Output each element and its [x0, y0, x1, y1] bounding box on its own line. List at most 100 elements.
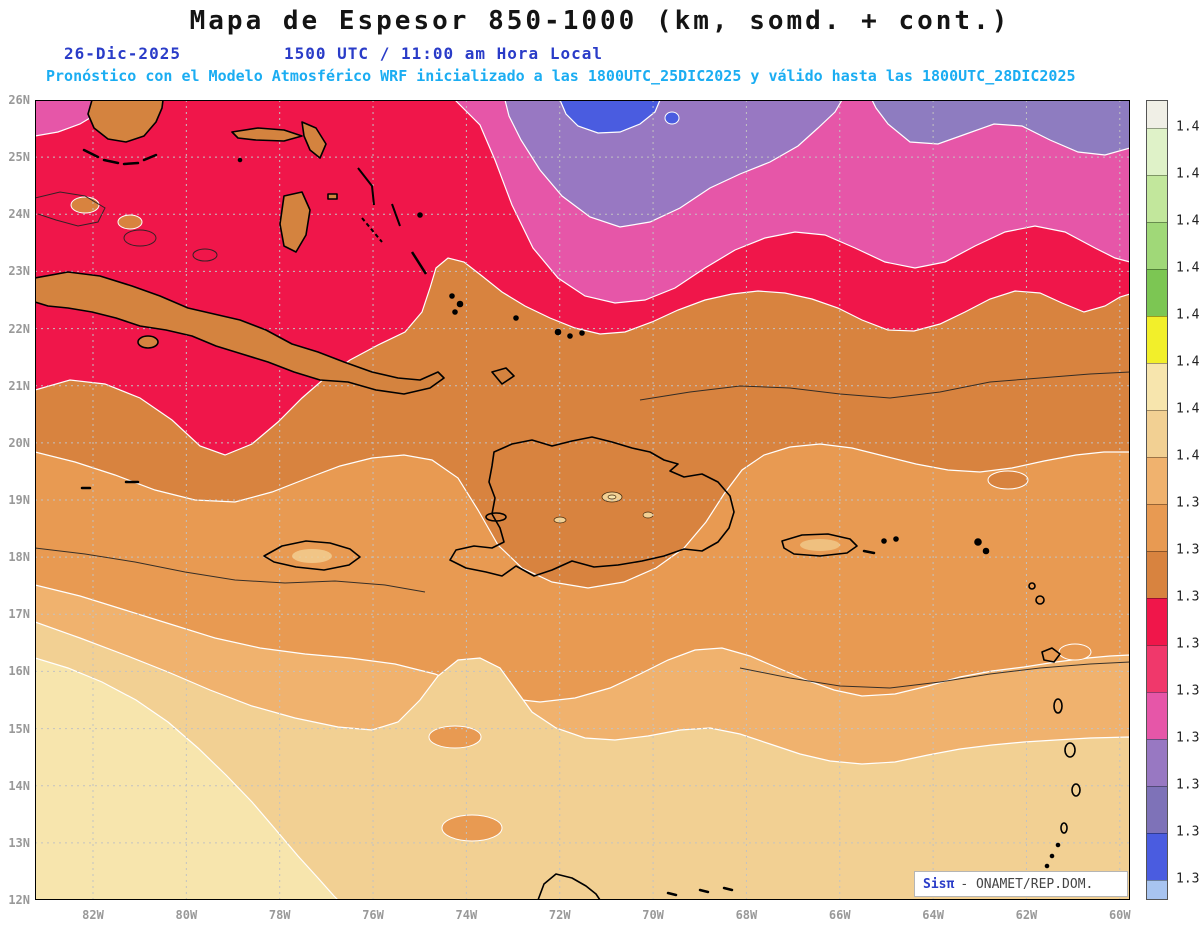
abc-islands — [666, 886, 734, 897]
colorbar-label: 1.44 — [1176, 166, 1200, 182]
contour-line — [639, 371, 1130, 401]
st-lucia-coastline — [1071, 783, 1081, 797]
grid-lines — [35, 100, 1130, 900]
colorbar — [1146, 100, 1168, 900]
turks-caicos-island — [579, 330, 585, 336]
colorbar-segment — [1147, 598, 1167, 645]
crooked-island — [449, 293, 455, 299]
turks-caicos-island — [554, 328, 562, 336]
valid-time: 1500 UTC / 11:00 am Hora Local — [284, 44, 603, 63]
lat-label: 25N — [8, 150, 30, 165]
cuba-coastline — [35, 271, 445, 395]
lat-label: 20N — [8, 435, 30, 450]
colorbar-segment — [1147, 504, 1167, 551]
colorbar-label: 1.392 — [1176, 542, 1200, 558]
colorbar-segment — [1147, 833, 1167, 880]
lat-label: 13N — [8, 835, 30, 850]
lat-label: 14N — [8, 778, 30, 793]
hispaniola-coastline — [449, 436, 735, 577]
jamaica-coastline — [263, 540, 361, 571]
blob-dark-in-medium — [987, 470, 1029, 490]
lat-label: 19N — [8, 493, 30, 507]
colorbar-segment — [1147, 645, 1167, 692]
florida-coastline — [87, 100, 164, 143]
vieques-island — [862, 549, 876, 555]
lon-label: 60W — [1108, 908, 1131, 922]
contour-line — [35, 191, 106, 227]
turks-caicos-island — [567, 333, 573, 339]
branding-badge: Sisπ - ONAMET/REP.DOM. — [914, 871, 1128, 897]
colorbar-label: 1.35 — [1176, 871, 1200, 887]
lat-label: 12N — [8, 893, 30, 907]
virgin-island — [893, 536, 899, 542]
abaco-coastline — [301, 121, 327, 159]
valid-date: 26-Dic-2025 — [64, 44, 181, 63]
andros-coastline — [279, 191, 311, 253]
colorbar-label: 1.404 — [1176, 448, 1200, 464]
sispi-logo: Sisπ — [923, 876, 955, 892]
florida-keys — [82, 148, 158, 166]
long-island-coastline — [410, 251, 428, 275]
lon-label: 64W — [922, 908, 944, 922]
colorbar-label: 1.368 — [1176, 730, 1200, 746]
lon-label: 74W — [455, 908, 478, 922]
colorbar-segment — [1147, 880, 1167, 899]
page-title: Mapa de Espesor 850-1000 (km, somd. + co… — [189, 6, 1011, 36]
dominica-coastline — [1053, 698, 1063, 714]
band-purple-left — [504, 100, 843, 228]
band-blue — [559, 100, 661, 134]
gonave-island-coastline — [485, 512, 507, 522]
lat-label: 22N — [8, 321, 30, 336]
eleuthera-coastline — [357, 167, 375, 206]
colorbar-label: 1.356 — [1176, 824, 1200, 840]
blob-medium-in-tan — [441, 814, 503, 842]
contour-loop — [123, 229, 157, 247]
lon-label: 78W — [268, 908, 291, 922]
st-vincent-coastline — [1060, 822, 1068, 834]
colorbar-label: 1.434 — [1176, 213, 1200, 229]
contour-line — [739, 661, 1130, 689]
colorbar-segment — [1147, 410, 1167, 457]
colorbar-segment — [1147, 457, 1167, 504]
colorbar-segment — [1147, 128, 1167, 175]
lon-label: 72W — [548, 908, 571, 922]
lat-label: 15N — [8, 721, 30, 736]
contour-loop — [192, 248, 218, 262]
cayman-islands — [80, 480, 140, 490]
jamaica-interior-shade — [292, 549, 332, 563]
colorbar-label: 1.422 — [1176, 307, 1200, 323]
contour-lines — [35, 191, 1130, 689]
colorbar-label: 1.374 — [1176, 683, 1200, 699]
colorbar-label: 1.386 — [1176, 589, 1200, 605]
lon-label: 80W — [175, 908, 198, 922]
blob-medium-in-light — [1058, 643, 1092, 661]
exuma-chain-coastline — [361, 217, 383, 243]
band-tan — [35, 621, 1130, 900]
isla-juventud-coastline — [137, 335, 159, 349]
virgin-island — [881, 538, 887, 544]
blob-medium-in-tan — [428, 725, 482, 749]
colorbar-segment — [1147, 739, 1167, 786]
colorbar-label: 1.428 — [1176, 260, 1200, 276]
colorbar-label: 1.38 — [1176, 636, 1200, 652]
date-line: 26-Dic-2025 1500 UTC / 11:00 am Hora Loc… — [0, 44, 1200, 64]
mayaguana-island — [513, 315, 519, 321]
lon-label: 62W — [1015, 908, 1038, 922]
puerto-rico-coastline — [781, 533, 858, 557]
acklins-island — [452, 309, 458, 315]
contour-line — [35, 547, 426, 593]
bahamas-islands — [231, 121, 585, 385]
lat-label: 23N — [8, 264, 30, 279]
colorbar-label: 1.398 — [1176, 495, 1200, 511]
lat-label: 26N — [8, 93, 30, 107]
blob-dark-in-red — [117, 214, 143, 230]
lon-label: 66W — [828, 908, 851, 922]
lat-label: 16N — [8, 664, 30, 679]
band-purple-right — [871, 100, 1130, 156]
band-blue-dot — [664, 111, 680, 125]
martinique-coastline — [1064, 742, 1076, 758]
lon-label: 68W — [735, 908, 758, 922]
lat-label: 21N — [8, 378, 30, 393]
lat-label: 18N — [8, 550, 30, 565]
colorbar-segment — [1147, 692, 1167, 739]
